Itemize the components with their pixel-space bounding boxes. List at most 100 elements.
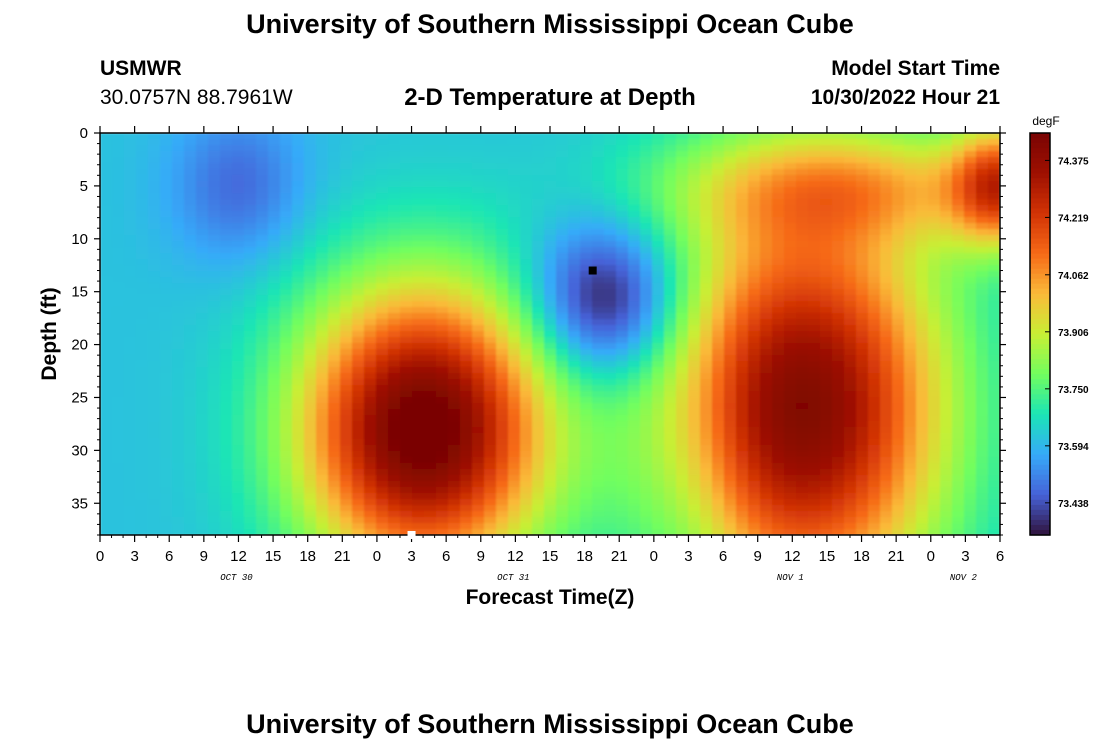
heatmap-cell — [808, 499, 821, 506]
heatmap-cell — [280, 283, 293, 290]
heatmap-cell — [556, 169, 569, 176]
heatmap-cell — [292, 187, 305, 194]
heatmap-cell — [400, 421, 413, 428]
heatmap-cell — [436, 205, 449, 212]
heatmap-cell — [784, 463, 797, 470]
heatmap-cell — [844, 307, 857, 314]
heatmap-cell — [340, 319, 353, 326]
heatmap-cell — [316, 493, 329, 500]
heatmap-cell — [220, 451, 233, 458]
heatmap-cell — [820, 169, 833, 176]
heatmap-cell — [208, 301, 221, 308]
heatmap-cell — [184, 325, 197, 332]
heatmap-cell — [328, 469, 341, 476]
heatmap-cell — [100, 271, 113, 278]
heatmap-cell — [748, 259, 761, 266]
heatmap-cell — [664, 337, 677, 344]
heatmap-cell — [184, 217, 197, 224]
heatmap-cell — [376, 445, 389, 452]
heatmap-cell — [340, 493, 353, 500]
heatmap-cell — [664, 433, 677, 440]
heatmap-cell — [484, 163, 497, 170]
heatmap-cell — [268, 511, 281, 518]
heatmap-cell — [940, 451, 953, 458]
heatmap-cell — [352, 241, 365, 248]
heatmap-cell — [184, 475, 197, 482]
heatmap-cell — [976, 205, 989, 212]
heatmap-cell — [484, 439, 497, 446]
heatmap-cell — [340, 349, 353, 356]
heatmap-cell — [748, 469, 761, 476]
heatmap-cell — [640, 133, 653, 140]
heatmap-cell — [520, 139, 533, 146]
heatmap-cell — [352, 397, 365, 404]
heatmap-cell — [952, 181, 965, 188]
heatmap-cell — [340, 217, 353, 224]
heatmap-cell — [472, 457, 485, 464]
heatmap-cell — [172, 487, 185, 494]
heatmap-cell — [496, 457, 509, 464]
heatmap-cell — [844, 193, 857, 200]
heatmap-cell — [256, 421, 269, 428]
heatmap-cell — [148, 499, 161, 506]
heatmap-cell — [592, 343, 605, 350]
heatmap-cell — [244, 487, 257, 494]
heatmap-cell — [304, 331, 317, 338]
heatmap-cell — [868, 217, 881, 224]
heatmap-cell — [400, 151, 413, 158]
heatmap-cell — [124, 295, 137, 302]
heatmap-cell — [676, 367, 689, 374]
heatmap-cell — [208, 367, 221, 374]
heatmap-cell — [208, 463, 221, 470]
heatmap-cell — [736, 289, 749, 296]
heatmap-cell — [820, 499, 833, 506]
heatmap-cell — [760, 343, 773, 350]
heatmap-cell — [532, 133, 545, 140]
heatmap-cell — [124, 217, 137, 224]
heatmap-cell — [724, 487, 737, 494]
heatmap-cell — [856, 325, 869, 332]
heatmap-cell — [976, 223, 989, 230]
heatmap-cell — [712, 163, 725, 170]
heatmap-cell — [136, 367, 149, 374]
heatmap-cell — [856, 361, 869, 368]
heatmap-cell — [412, 139, 425, 146]
heatmap-cell — [772, 505, 785, 512]
heatmap-cell — [256, 283, 269, 290]
heatmap-cell — [832, 169, 845, 176]
heatmap-cell — [832, 511, 845, 518]
heatmap-cell — [952, 247, 965, 254]
heatmap-cell — [520, 499, 533, 506]
heatmap-cell — [220, 307, 233, 314]
heatmap-cell — [640, 427, 653, 434]
heatmap-cell — [544, 145, 557, 152]
heatmap-cell — [952, 463, 965, 470]
heatmap-cell — [616, 481, 629, 488]
heatmap-cell — [124, 247, 137, 254]
heatmap-cell — [292, 313, 305, 320]
heatmap-cell — [508, 439, 521, 446]
heatmap-cell — [880, 343, 893, 350]
heatmap-cell — [616, 187, 629, 194]
heatmap-cell — [268, 361, 281, 368]
heatmap-cell — [652, 211, 665, 218]
heatmap-cell — [592, 493, 605, 500]
heatmap-cell — [292, 151, 305, 158]
heatmap-cell — [220, 391, 233, 398]
heatmap-cell — [316, 313, 329, 320]
heatmap-cell — [412, 457, 425, 464]
heatmap-cell — [520, 223, 533, 230]
heatmap-cell — [508, 151, 521, 158]
heatmap-cell — [700, 469, 713, 476]
heatmap-cell — [220, 433, 233, 440]
heatmap-cell — [592, 517, 605, 524]
heatmap-cell — [544, 133, 557, 140]
heatmap-cell — [388, 151, 401, 158]
heatmap-cell — [940, 349, 953, 356]
heatmap-cell — [568, 325, 581, 332]
heatmap-cell — [736, 295, 749, 302]
heatmap-cell — [892, 319, 905, 326]
heatmap-cell — [880, 427, 893, 434]
heatmap-cell — [652, 427, 665, 434]
heatmap-cell — [700, 355, 713, 362]
